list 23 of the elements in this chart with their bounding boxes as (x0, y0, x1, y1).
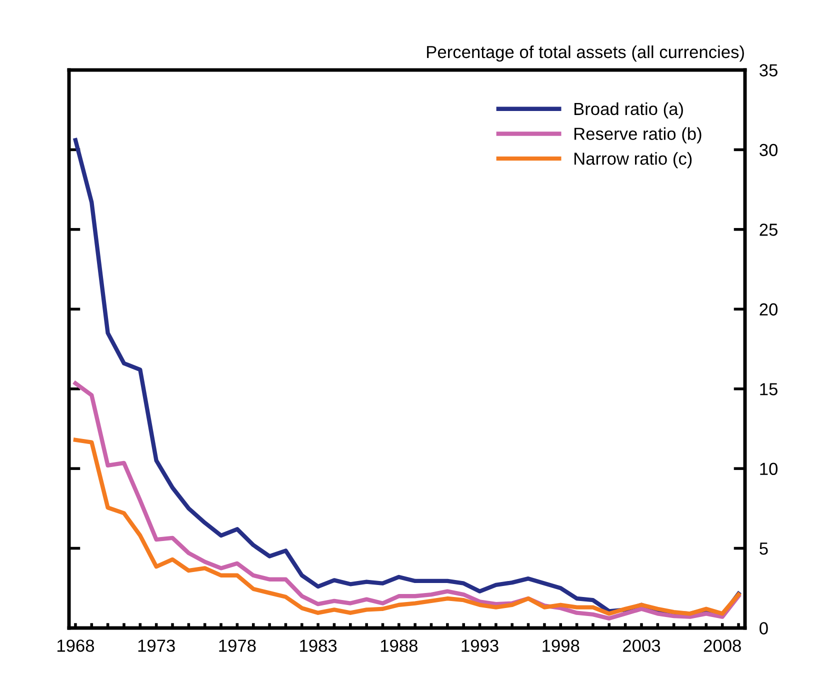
x-tick-label: 2003 (623, 640, 660, 652)
line-series (73, 381, 741, 621)
y-tick-label: 25 (760, 224, 778, 236)
x-tick-label: 2008 (704, 640, 741, 652)
y-axis-title: Percentage of total assets (all currencies) (427, 45, 744, 62)
y-tick-label: 10 (760, 462, 778, 476)
x-tick-label: 1993 (462, 640, 498, 652)
x-tick-label: 1973 (138, 640, 175, 652)
x-tick-label: 1968 (57, 640, 94, 652)
y-tick-label: 0 (760, 622, 768, 634)
x-tick-label: 1978 (219, 640, 256, 652)
y-tick-label: 20 (760, 303, 778, 316)
x-tick-label: 1988 (380, 640, 418, 652)
legend-label: Reserve ratio (b) (574, 127, 702, 144)
y-tick-label: 30 (760, 144, 778, 156)
x-tick-label: 1983 (300, 640, 337, 652)
legend-label: Narrow ratio (c) (574, 152, 692, 168)
y-tick-label: 5 (760, 542, 768, 555)
y-tick-label: 35 (760, 64, 778, 76)
legend-label: Broad ratio (a) (574, 102, 683, 119)
x-tick-label: 1998 (542, 640, 580, 652)
line-series (73, 438, 741, 616)
y-tick-label: 15 (760, 383, 778, 396)
